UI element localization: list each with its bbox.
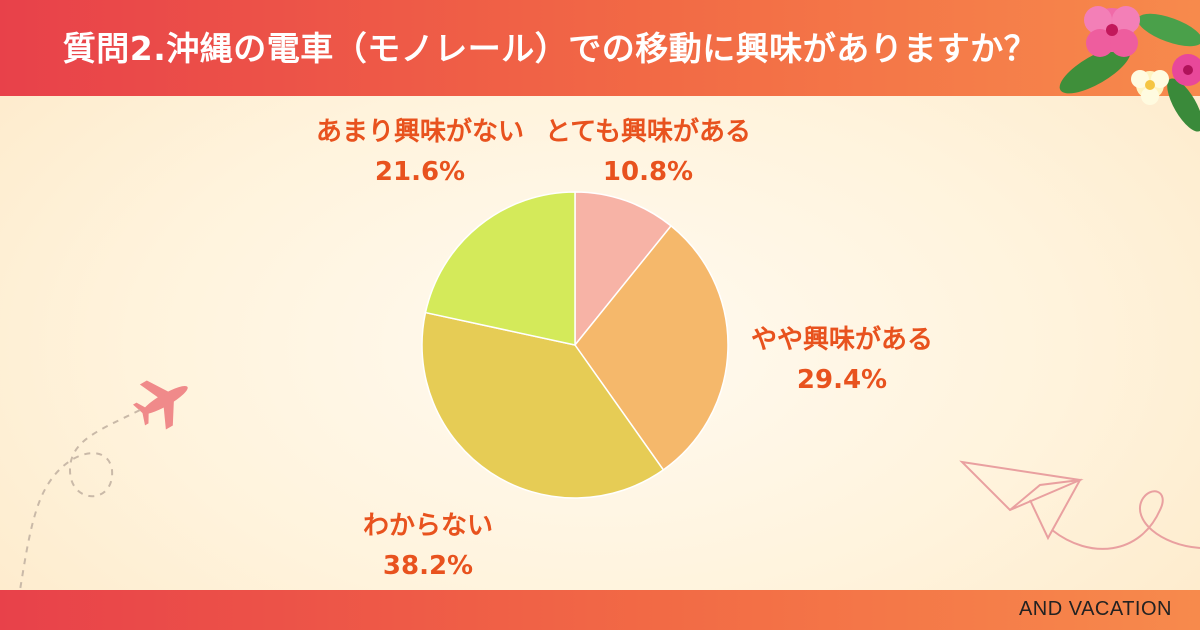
pie-slice-3 [424,191,576,346]
slice-label-1-value: 29.4% [796,365,888,395]
footer-banner [0,590,1200,630]
slice-label-2-value: 38.2% [382,551,474,581]
page-title: 質問2.沖縄の電車（モノレール）での移動に興味がありますか？ [62,29,1038,68]
pie-slice-2 [421,311,665,499]
slice-label-3-value: 21.6% [374,157,466,187]
slice-label-3: あまり興味がない 21.6% [300,112,540,192]
slice-label-0: とても興味がある 10.8% [538,112,758,192]
slice-label-1-name: やや興味がある [750,325,933,355]
slice-label-2-name: わからない [362,511,493,541]
pie-slice-1 [574,224,729,471]
pie-slice-0 [574,191,673,348]
brand-name: AND VACATION [1018,598,1172,620]
header-banner [0,0,1200,96]
slice-label-2: わからない 38.2% [338,506,518,586]
slice-label-3-name: あまり興味がない [315,117,524,147]
airplane-icon [133,380,188,430]
hibiscus-flower-icon [1059,6,1200,132]
paper-plane-icon [959,460,1200,550]
slice-label-0-name: とても興味がある [545,117,751,147]
slice-label-0-value: 10.8% [602,157,694,187]
slice-label-1: やや興味がある 29.4% [722,320,962,400]
flight-path-dashed [19,409,141,591]
